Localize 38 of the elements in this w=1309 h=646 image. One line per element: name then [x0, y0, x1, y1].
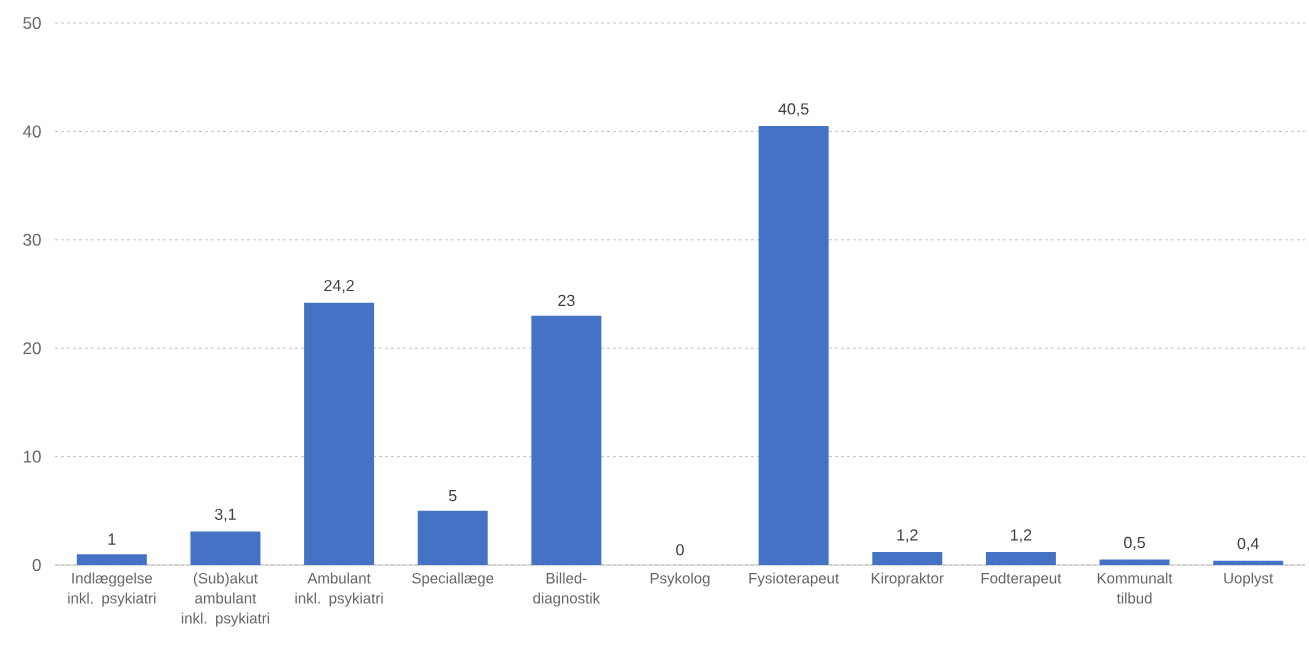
x-tick-label: Uoplyst — [1224, 572, 1274, 587]
bar — [417, 510, 488, 565]
y-tick-label: 30 — [23, 233, 41, 246]
y-tick-label: 40 — [22, 125, 41, 138]
x-tick-label: Psykolog — [650, 572, 710, 587]
bar — [190, 531, 261, 565]
bar — [304, 302, 375, 565]
bar — [1213, 560, 1284, 565]
bar — [531, 315, 602, 565]
data-label: 1,2 — [1011, 529, 1032, 543]
data-label: 0,4 — [1237, 537, 1259, 552]
x-tick-label: Ambulant inkl. psykiatri — [295, 572, 383, 607]
data-label: 1 — [108, 533, 116, 545]
y-tick-label: 10 — [23, 450, 41, 463]
bar — [1099, 559, 1170, 565]
data-label: 0,5 — [1124, 536, 1145, 551]
y-tick-label: 50 — [23, 16, 41, 30]
x-tick-label: Fodterapeut — [981, 572, 1062, 587]
data-label: 0 — [676, 544, 684, 556]
x-tick-label: Indlæggelse inkl. psykiatri — [68, 572, 156, 607]
y-tick-label: 20 — [23, 342, 41, 355]
bar — [758, 125, 829, 565]
x-tick-label: Billed-diagnostik — [533, 572, 601, 607]
y-tick-label: 0 — [32, 558, 41, 572]
data-label: 3,1 — [214, 508, 236, 522]
data-label: 24,2 — [324, 279, 354, 294]
data-label: 1,2 — [897, 529, 918, 543]
bar — [76, 554, 147, 565]
bar — [985, 551, 1056, 565]
x-tick-label: Kommunalt tilbud — [1097, 572, 1173, 604]
x-tick-label: (Sub)akut ambulant inkl. psykiatri — [181, 572, 270, 627]
data-label: 23 — [558, 294, 575, 307]
bar — [872, 551, 943, 565]
x-tick-label: Kiropraktor — [871, 572, 944, 587]
data-label: 5 — [448, 490, 457, 502]
data-label: 40,5 — [778, 103, 809, 117]
x-tick-label: Fysioterapeut — [749, 572, 839, 587]
x-tick-label: Speciallæge — [412, 572, 494, 587]
